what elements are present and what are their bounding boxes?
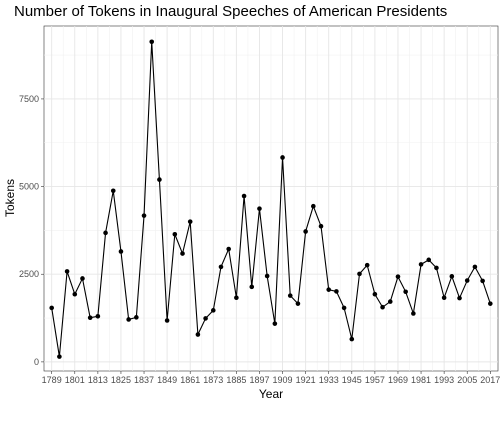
data-point [57, 354, 62, 359]
data-point [441, 295, 447, 301]
data-point [380, 304, 385, 310]
data-point [172, 231, 178, 237]
data-point [387, 299, 393, 304]
x-tick-label: 2017 [480, 375, 500, 385]
y-tick-label: 5000 [19, 182, 39, 192]
data-point [95, 314, 101, 319]
data-point [126, 317, 131, 322]
data-point [264, 273, 270, 279]
data-point [318, 223, 324, 229]
data-point [349, 336, 355, 342]
x-tick-label: 1861 [180, 375, 200, 385]
data-point [364, 262, 370, 268]
data-point [64, 269, 70, 274]
data-point [195, 332, 201, 337]
data-point [180, 251, 185, 256]
x-tick-label: 1801 [65, 375, 85, 385]
x-tick-label: 1933 [319, 375, 339, 385]
data-point [326, 287, 332, 292]
data-point [149, 39, 155, 45]
x-tick-label: 1885 [226, 375, 246, 385]
data-point [457, 295, 462, 301]
data-point [411, 311, 416, 316]
data-point [203, 316, 208, 321]
grid-lines [44, 26, 498, 371]
data-point [480, 278, 485, 284]
data-point [103, 230, 108, 236]
x-tick-label: 1873 [203, 375, 223, 385]
x-tick-label: 1993 [434, 375, 454, 385]
axis-ticks: 1789 1801 1813 1825 1837 1849 1861 1873 1885 1897… [19, 94, 500, 385]
data-point [449, 274, 455, 279]
x-tick-label: 1957 [365, 375, 385, 385]
y-tick-label: 2500 [19, 269, 39, 279]
data-point [472, 264, 478, 270]
data-point [434, 265, 439, 271]
x-tick-label: 1945 [342, 375, 362, 385]
x-tick-label: 1813 [88, 375, 108, 385]
data-point [49, 305, 54, 311]
data-point [287, 293, 293, 298]
x-axis-label: Year [259, 387, 283, 401]
x-tick-label: 1981 [411, 375, 431, 385]
x-tick-label: 1921 [296, 375, 316, 385]
data-point [249, 284, 255, 290]
data-point [272, 321, 278, 326]
data-point [141, 213, 147, 218]
data-point [311, 203, 316, 209]
y-axis-label: Tokens [3, 179, 17, 217]
data-point [334, 289, 339, 294]
y-tick-label: 7500 [19, 94, 39, 104]
data-point [187, 219, 193, 224]
data-point [226, 246, 231, 252]
data-point [426, 257, 432, 263]
data-points [49, 39, 493, 359]
series-lines [51, 41, 491, 358]
data-point [72, 291, 78, 297]
data-point [295, 301, 301, 306]
x-tick-label: 1789 [42, 375, 62, 385]
data-point [488, 301, 493, 306]
data-point [418, 262, 424, 267]
data-point [80, 276, 85, 281]
chart-title: Number of Tokens in Inaugural Speeches o… [14, 3, 447, 20]
data-point [87, 315, 93, 321]
data-point [464, 278, 470, 283]
x-tick-label: 1837 [134, 375, 154, 385]
data-point [303, 229, 308, 234]
data-point [118, 249, 124, 254]
x-tick-label: 1909 [273, 375, 293, 385]
data-point [234, 295, 239, 301]
data-point [157, 177, 162, 182]
y-tick-label: 0 [34, 357, 39, 367]
data-point [164, 318, 170, 323]
data-point [357, 271, 362, 277]
data-point [210, 308, 216, 313]
x-tick-label: 2005 [457, 375, 477, 385]
data-point [110, 188, 116, 194]
data-point [403, 289, 408, 295]
data-point [257, 206, 262, 211]
data-point [218, 264, 224, 270]
x-tick-label: 1969 [388, 375, 408, 385]
x-tick-label: 1825 [111, 375, 131, 385]
series-line [51, 41, 491, 358]
x-tick-label: 1897 [249, 375, 269, 385]
x-tick-label: 1849 [157, 375, 177, 385]
data-point [395, 274, 401, 279]
data-point [134, 315, 139, 320]
data-point [241, 193, 247, 199]
data-point [280, 155, 285, 160]
data-point [372, 291, 378, 297]
data-point [341, 305, 347, 311]
